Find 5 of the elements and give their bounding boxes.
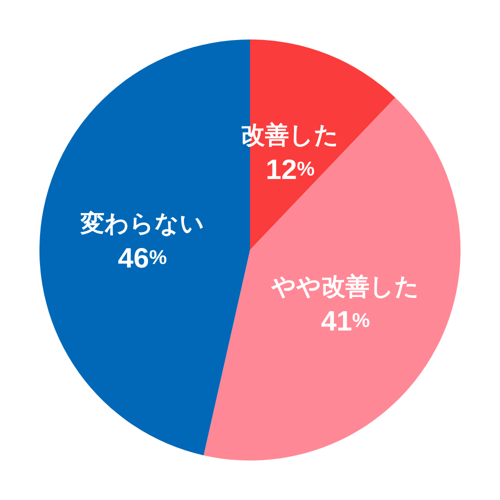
data-label: 12%	[266, 154, 315, 185]
slice-label: 変わらない	[79, 210, 204, 238]
data-label: 41%	[320, 306, 370, 337]
data-label: 46%	[118, 242, 168, 274]
slice-label: やや改善した	[270, 272, 420, 301]
